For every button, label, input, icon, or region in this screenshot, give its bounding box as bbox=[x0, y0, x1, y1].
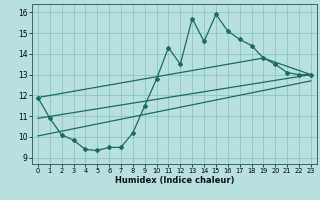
X-axis label: Humidex (Indice chaleur): Humidex (Indice chaleur) bbox=[115, 176, 234, 185]
